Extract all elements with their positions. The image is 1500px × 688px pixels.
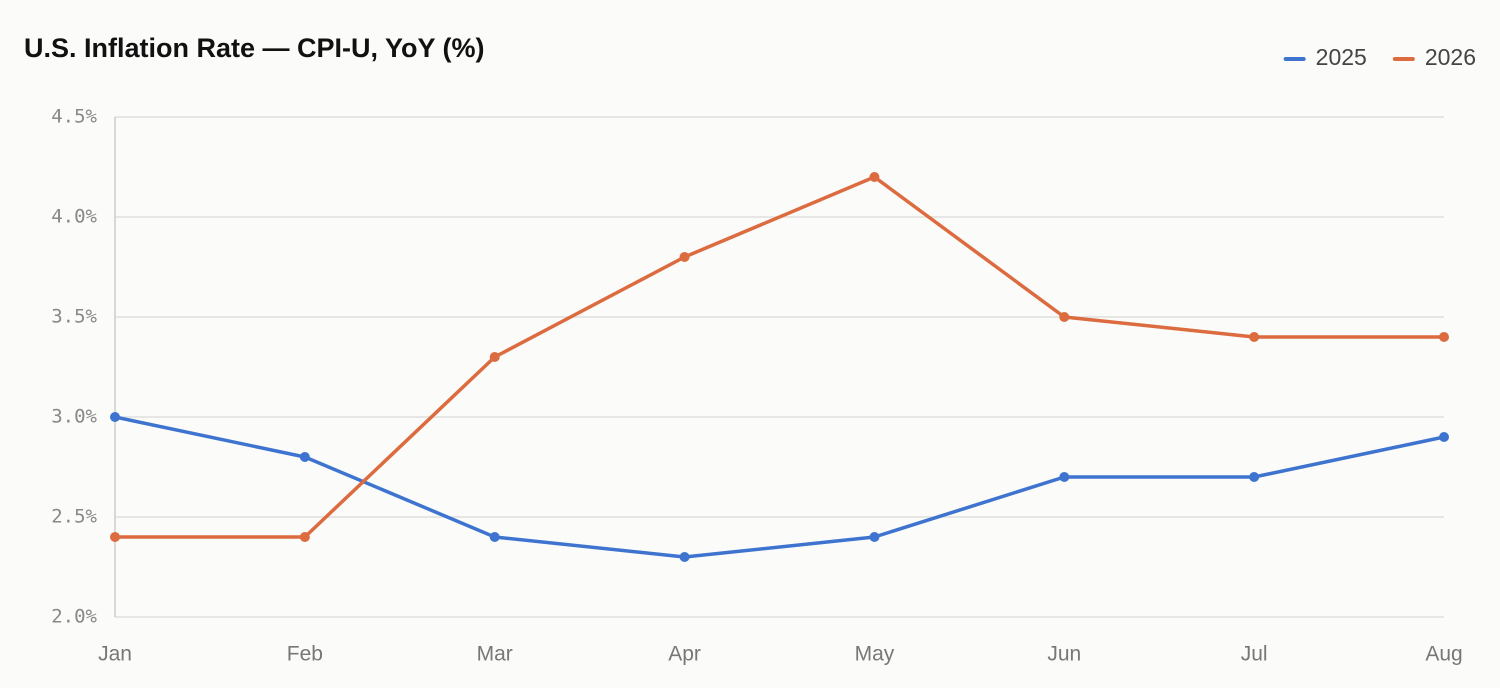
legend-label: 2026 (1425, 44, 1476, 70)
legend-label: 2025 (1316, 44, 1367, 70)
data-point (869, 532, 880, 542)
x-tick-label: Jul (1241, 643, 1268, 666)
data-point (299, 452, 310, 462)
data-point (1439, 432, 1449, 442)
y-tick-label: 2.0% (51, 606, 97, 628)
data-point (489, 352, 500, 362)
data-point (1249, 332, 1260, 342)
data-point (299, 532, 310, 542)
data-point (869, 172, 880, 182)
y-tick-label: 4.0% (51, 206, 97, 228)
x-tick-label: Jan (98, 643, 132, 666)
x-tick-label: Jun (1047, 643, 1081, 666)
x-tick-label: Mar (477, 643, 513, 666)
series-line (115, 175, 1444, 539)
y-tick-label: 3.0% (51, 406, 97, 428)
data-point (110, 412, 120, 422)
data-point (1059, 312, 1070, 322)
x-tick-label: Aug (1425, 643, 1462, 666)
y-tick-label: 2.5% (51, 506, 97, 528)
series-line (114, 415, 1445, 559)
data-point (679, 252, 690, 262)
data-point (1249, 472, 1260, 482)
x-tick-label: Feb (287, 643, 323, 666)
chart-title: U.S. Inflation Rate — CPI-U, YoY (%) (24, 33, 485, 63)
y-tick-label: 3.5% (51, 306, 97, 328)
data-point (679, 552, 690, 562)
y-tick-label: 4.5% (51, 106, 97, 128)
x-tick-label: Apr (668, 643, 701, 666)
data-point (489, 532, 500, 542)
data-point (1439, 332, 1449, 342)
data-point (110, 532, 120, 542)
x-tick-label: May (855, 643, 895, 666)
data-point (1059, 472, 1070, 482)
